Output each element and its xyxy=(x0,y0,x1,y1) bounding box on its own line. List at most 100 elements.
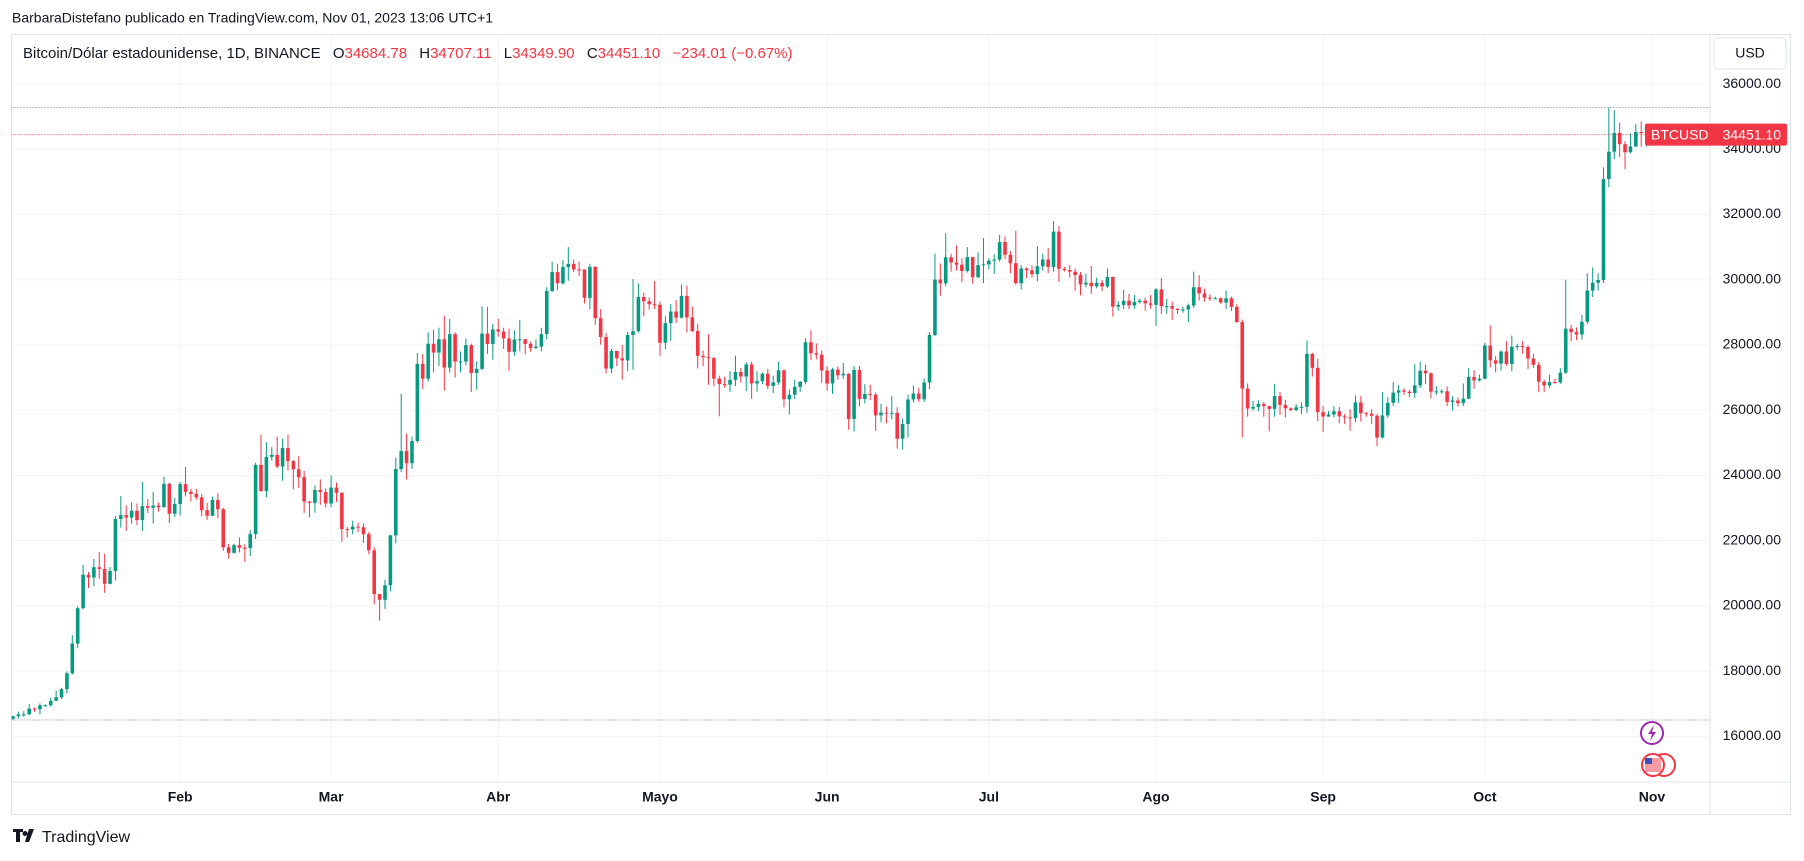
currency-button[interactable] xyxy=(1713,37,1787,70)
logo-glyph xyxy=(13,829,34,842)
candle-body xyxy=(485,333,490,344)
candle-body xyxy=(1337,411,1342,417)
candle-body xyxy=(1051,231,1056,268)
candle-body xyxy=(771,382,775,386)
candle-body xyxy=(1542,381,1546,386)
candle-body xyxy=(528,343,533,349)
candle-body xyxy=(1240,322,1245,389)
candle-body xyxy=(992,259,997,261)
candle-body xyxy=(323,492,328,504)
candle-body xyxy=(280,448,285,467)
candle-body xyxy=(221,509,226,548)
lightning-glyph xyxy=(1648,725,1656,741)
candle-body xyxy=(1175,308,1180,311)
candle-body xyxy=(809,342,813,354)
currency-label[interactable]: USD xyxy=(1735,45,1765,61)
candle-body xyxy=(647,301,651,305)
candle-body xyxy=(695,330,700,356)
candle-body xyxy=(598,318,603,337)
candle-body xyxy=(1569,328,1573,333)
candle-body xyxy=(1003,242,1007,255)
candle-body xyxy=(1213,298,1218,300)
candle-body xyxy=(1170,306,1174,309)
candle-body xyxy=(1310,353,1315,368)
candle-body xyxy=(410,441,414,464)
candle-body xyxy=(496,329,501,332)
candle-body xyxy=(1407,391,1412,394)
candle-body xyxy=(216,499,220,510)
candle-body xyxy=(291,461,296,470)
candle-body xyxy=(329,487,333,504)
candle-body xyxy=(895,412,899,439)
candle-body xyxy=(890,412,894,414)
candle-body xyxy=(1526,347,1530,359)
candle-body xyxy=(1439,391,1444,393)
candle-body xyxy=(652,304,657,306)
candle-body xyxy=(1607,151,1611,180)
candle-body xyxy=(571,263,576,270)
candle-body xyxy=(577,269,581,271)
candle-body xyxy=(340,492,344,530)
candle-body xyxy=(981,264,986,266)
candle-body xyxy=(1030,270,1034,275)
grid xyxy=(11,34,1710,782)
candle-body xyxy=(658,304,662,343)
candle-body xyxy=(679,295,684,318)
candle-body xyxy=(852,369,856,419)
candle-body xyxy=(900,424,905,439)
candle-body xyxy=(776,370,781,383)
candle-body xyxy=(48,700,53,706)
x-tick-label: Sep xyxy=(1310,789,1336,805)
candle-body xyxy=(1520,346,1525,348)
candle-body xyxy=(1315,367,1320,413)
candle-body xyxy=(744,364,749,377)
candle-body xyxy=(453,334,457,362)
candle-body xyxy=(59,689,64,698)
candle-body xyxy=(383,585,387,600)
candle-body xyxy=(873,394,878,416)
candle-body xyxy=(1035,266,1040,275)
candle-body xyxy=(1461,398,1466,404)
candle-body xyxy=(722,383,727,385)
candle-body xyxy=(1208,297,1212,299)
candle-body xyxy=(539,334,544,347)
candle-body xyxy=(836,369,840,376)
candle-body xyxy=(1283,404,1288,409)
candle-body xyxy=(275,454,279,467)
candle-body xyxy=(1251,406,1255,409)
candle-body xyxy=(938,279,943,284)
candle-body xyxy=(701,355,705,358)
candle-body xyxy=(760,373,765,382)
change: −234.01 (−0.67%) xyxy=(672,45,792,62)
candle-body xyxy=(1154,289,1158,305)
candle-body xyxy=(1288,408,1293,411)
candle-body xyxy=(205,510,209,516)
candle-body xyxy=(911,393,916,400)
candle-body xyxy=(1488,345,1493,361)
candle-body xyxy=(1380,415,1385,438)
candle-body xyxy=(377,594,382,600)
candle-body xyxy=(965,257,970,272)
candle-body xyxy=(469,345,474,374)
candle-body xyxy=(625,334,630,361)
candle-body xyxy=(846,373,851,419)
candle-body xyxy=(819,354,824,371)
candle-body xyxy=(706,357,711,359)
candle-body xyxy=(372,550,377,595)
candle-body xyxy=(1094,282,1099,287)
candle-body xyxy=(65,673,69,690)
candle-body xyxy=(1483,345,1487,379)
candle-body xyxy=(32,708,37,710)
candle-body xyxy=(1364,413,1369,415)
candle-body xyxy=(1353,402,1358,419)
candle-body xyxy=(906,399,910,425)
y-tick-label: 30000.00 xyxy=(1723,270,1782,286)
y-tick-label: 20000.00 xyxy=(1723,597,1782,613)
candle-body xyxy=(755,381,759,384)
candle-body xyxy=(189,491,193,494)
candle-body xyxy=(1596,279,1600,283)
candle-body xyxy=(350,526,355,530)
candle-body xyxy=(296,469,301,478)
candle-body xyxy=(345,529,350,531)
